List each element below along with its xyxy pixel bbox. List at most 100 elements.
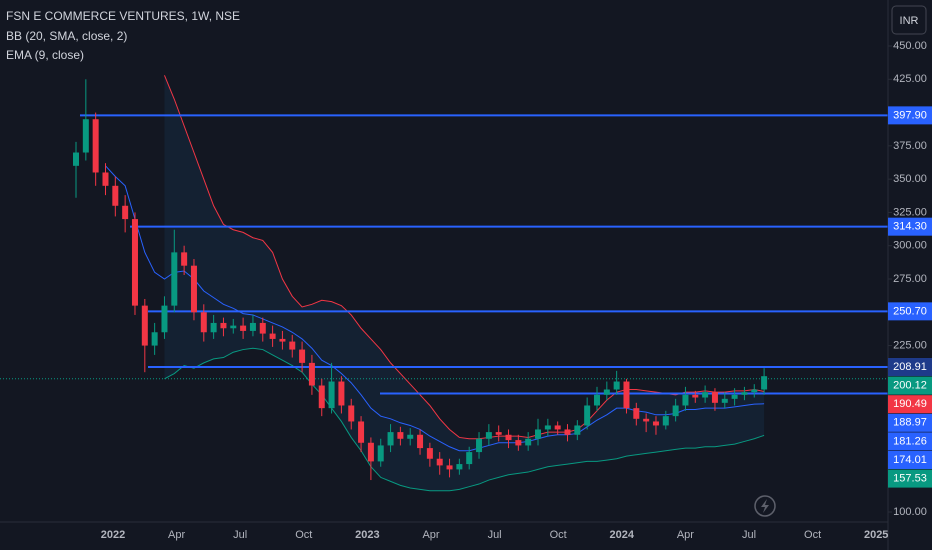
x-tick-label: 2025 [864, 529, 888, 541]
candle-body [210, 322, 217, 333]
price-label: 208.91 [893, 361, 927, 373]
candle-body [299, 349, 306, 363]
x-tick-label: Apr [168, 529, 185, 541]
candle-body [269, 333, 276, 339]
chart-title: FSN E COMMERCE VENTURES, 1W, NSE [6, 9, 240, 23]
x-tick-label: Oct [295, 529, 312, 541]
x-tick-label: Apr [422, 529, 439, 541]
y-tick-label: 375.00 [893, 140, 927, 152]
bb-lower-line [164, 347, 765, 492]
x-tick-label: Apr [677, 529, 694, 541]
candle-body [417, 434, 424, 449]
candle-body [476, 438, 483, 453]
candle-body [672, 405, 679, 417]
currency-button[interactable] [891, 5, 927, 35]
x-tick-label: 2024 [610, 529, 635, 541]
candle-body [741, 392, 748, 395]
y-tick-label: 425.00 [893, 73, 927, 85]
price-label-box [888, 302, 932, 321]
price-label: 397.90 [893, 109, 927, 121]
x-tick-label: Oct [804, 529, 821, 541]
price-label-box [888, 413, 932, 432]
x-tick-label: 2023 [355, 529, 379, 541]
price-label-box [888, 376, 932, 395]
y-tick-label: 325.00 [893, 206, 927, 218]
candle-body [702, 392, 709, 398]
price-label: 157.53 [893, 473, 927, 485]
candle-body [485, 432, 492, 439]
x-tick-label: Jul [233, 529, 247, 541]
candle-body [682, 394, 689, 406]
price-label: 314.30 [893, 221, 927, 233]
candle-body [505, 434, 512, 441]
x-tick-label: Jul [488, 529, 502, 541]
indicator-label: BB (20, SMA, close, 2) [6, 29, 127, 43]
candle-body [348, 405, 355, 422]
plot-area [0, 75, 888, 492]
candle-body [122, 205, 129, 220]
candle-body [151, 332, 158, 346]
candle-body [436, 458, 443, 466]
candle-body [584, 405, 591, 426]
price-label-box [888, 357, 932, 376]
candle-body [652, 421, 659, 426]
candle-body [328, 381, 335, 409]
price-label: 174.01 [893, 454, 927, 466]
candle-body [397, 432, 404, 439]
price-label-box [888, 432, 932, 451]
candle-body [711, 392, 718, 403]
candle-body [613, 381, 620, 390]
candle-body [367, 442, 374, 462]
candle-body [544, 425, 551, 430]
candle-body [200, 312, 207, 333]
candle-body [593, 394, 600, 406]
candle-body [102, 172, 109, 186]
candle-body [426, 448, 433, 459]
candle-body [377, 445, 384, 462]
x-tick-label: Oct [550, 529, 567, 541]
candle-body [387, 432, 394, 446]
price-label: 190.49 [893, 398, 927, 410]
candle-body [161, 305, 168, 333]
candle-body [554, 425, 561, 430]
candle-body [338, 381, 345, 406]
candle-body [112, 185, 119, 206]
candle-body [751, 389, 758, 393]
candle-body [564, 429, 571, 435]
candle-body [633, 408, 640, 419]
price-label: 188.97 [893, 417, 927, 429]
candle-body [515, 440, 522, 446]
y-tick-label: 275.00 [893, 273, 927, 285]
price-label-box [888, 395, 932, 414]
y-tick-label: 225.00 [893, 339, 927, 351]
candle-body [456, 464, 463, 470]
candle-body [220, 322, 227, 329]
candle-body [731, 394, 738, 399]
candle-body [318, 385, 325, 409]
candle-body [289, 341, 296, 350]
ema-line [105, 165, 765, 452]
candle-body [358, 421, 365, 443]
candle-body [171, 252, 178, 306]
candle-body [495, 432, 502, 435]
candle-body [73, 152, 79, 166]
candle-body [721, 398, 728, 403]
candle-body [279, 338, 286, 342]
x-tick-label: Jul [742, 529, 756, 541]
candle-body [535, 429, 542, 439]
candle-body [249, 322, 256, 331]
candle-body [525, 438, 532, 446]
candle-body [574, 425, 581, 435]
candle-body [240, 325, 247, 331]
candle-body [643, 418, 650, 422]
candle-body [446, 465, 453, 470]
replay-icon[interactable] [754, 495, 776, 517]
candle-body [662, 416, 669, 426]
candle-body [131, 219, 138, 306]
y-tick-label: 300.00 [893, 240, 927, 252]
currency-label[interactable]: INR [900, 15, 919, 27]
candle-body [407, 434, 414, 439]
